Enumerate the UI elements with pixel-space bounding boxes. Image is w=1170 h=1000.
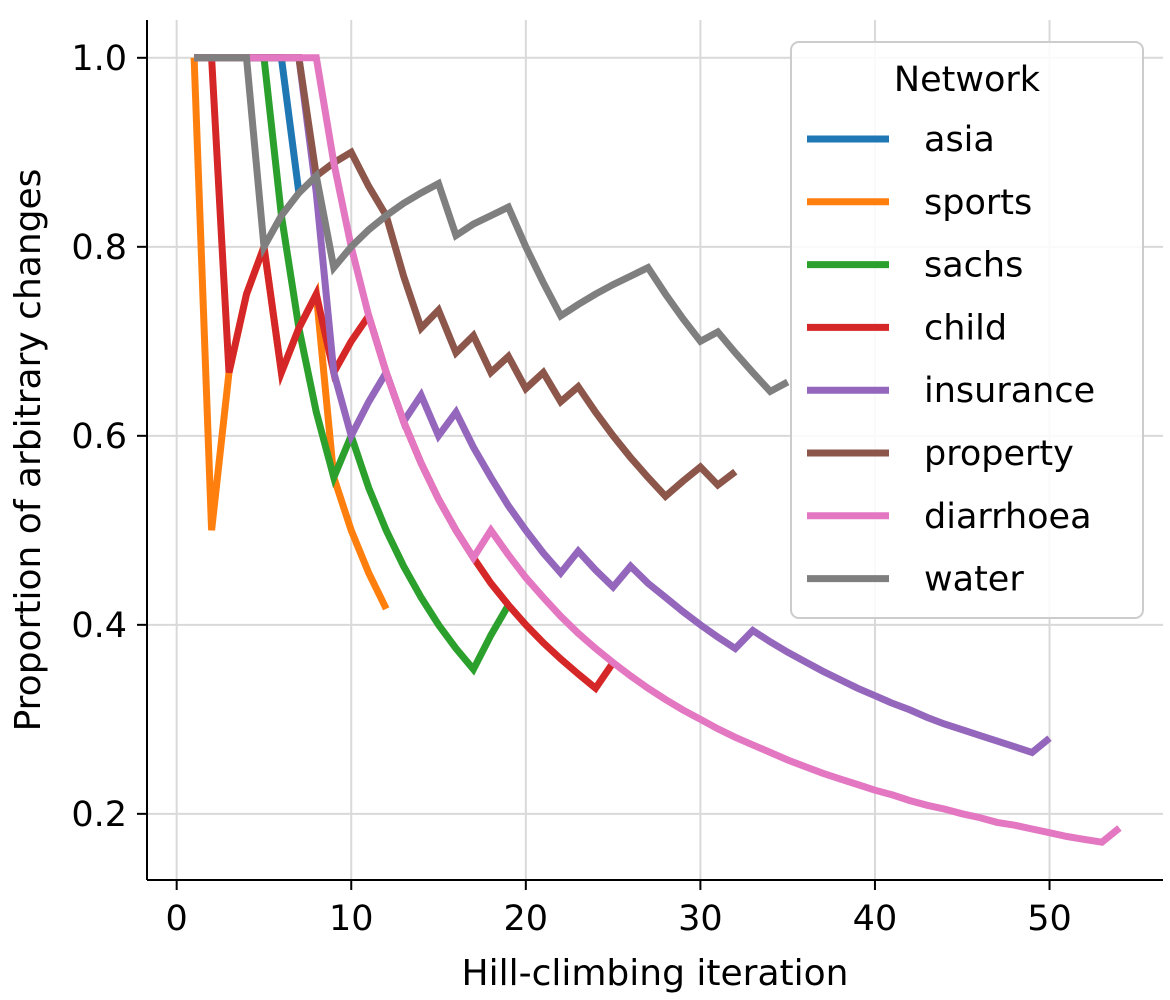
legend-entries: asia sports sachs child insurance property dia…: [807, 120, 1095, 600]
y-tick-label: 1.0: [71, 39, 127, 79]
y-tick-label: 0.4: [71, 606, 127, 646]
legend-label-property: property: [924, 434, 1074, 474]
y-tick-label: 0.2: [71, 795, 127, 835]
legend-label-sports: sports: [924, 183, 1032, 223]
x-tick-label: 50: [1027, 899, 1072, 939]
x-axis-title: Hill-climbing iteration: [462, 953, 849, 994]
y-tick-label: 0.6: [71, 417, 127, 457]
y-axis-title: Proportion of arbitrary changes: [8, 169, 49, 732]
legend-title: Network: [894, 60, 1041, 100]
series-line-insurance: [194, 54, 1052, 757]
series-line-diarrhoea: [194, 54, 1122, 846]
legend-label-diarrhoea: diarrhoea: [924, 497, 1092, 537]
x-tick-label: 20: [504, 899, 549, 939]
legend-label-sachs: sachs: [924, 246, 1023, 286]
legend-box: [790, 41, 1144, 619]
y-tick-label: 0.8: [71, 228, 127, 268]
legend-label-child: child: [924, 308, 1007, 348]
legend: Network asia sports sachs child insurance pro…: [790, 41, 1144, 619]
axes: [137, 20, 1163, 890]
series-line-water: [194, 54, 790, 396]
legend-label-water: water: [924, 560, 1024, 600]
x-tick-label: 0: [166, 899, 188, 939]
legend-label-insurance: insurance: [924, 371, 1095, 411]
x-tick-label: 30: [678, 899, 723, 939]
tick-labels: 0 10 20 30 40 50 0.2 0.4 0.6 0.8 1.0: [71, 39, 1071, 939]
x-tick-label: 10: [329, 899, 374, 939]
x-tick-label: 40: [853, 899, 898, 939]
series-lines: [190, 54, 1122, 846]
legend-label-asia: asia: [924, 120, 995, 160]
